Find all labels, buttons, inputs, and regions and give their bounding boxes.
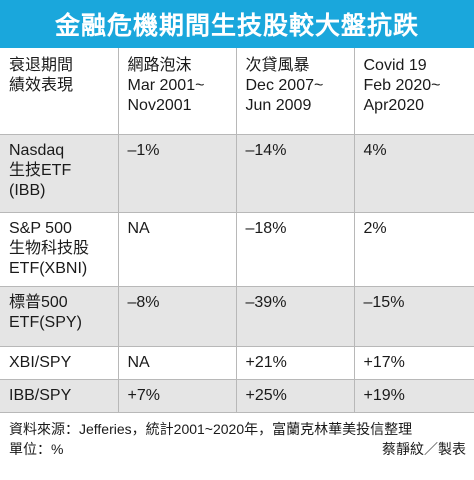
row-label: Nasdaq 生技ETF (IBB) — [0, 134, 118, 213]
value-cell: 4% — [353, 134, 474, 213]
value-cell: +25% — [235, 379, 354, 413]
row-label-line: ETF(XBNI) — [9, 259, 88, 277]
header-line: 衰退期間 — [9, 57, 74, 74]
header-cell-subprime: 次貸風暴 Dec 2007~ Jun 2009 — [235, 48, 354, 135]
header-line: 次貸風暴 — [245, 57, 310, 74]
value-cell: –1% — [117, 134, 236, 213]
value-cell: +7% — [117, 379, 236, 413]
value-cell: +17% — [353, 346, 474, 380]
header-line: 績效表現 — [9, 77, 74, 94]
row-label-line: ETF(SPY) — [9, 313, 82, 331]
author-credit: 蔡靜紋／製表 — [382, 440, 466, 457]
row-label-line: XBI/SPY — [9, 353, 72, 371]
value-cell: –8% — [117, 286, 236, 347]
row-label-line: 標普500 — [9, 293, 68, 311]
value-cell: +21% — [235, 346, 354, 380]
row-label-line: 生技ETF — [9, 161, 72, 179]
row-label-line: S&P 500 — [9, 219, 72, 237]
row-label: S&P 500 生物科技股 ETF(XBNI) — [0, 212, 118, 287]
value-cell: –39% — [235, 286, 354, 347]
header-line: Feb 2020~ — [363, 77, 441, 94]
header-line: Dec 2007~ — [245, 77, 324, 94]
performance-table: 衰退期間 績效表現 網路泡沫 Mar 2001~ Nov2001 次貸風暴 De… — [0, 48, 474, 413]
row-label: IBB/SPY — [0, 379, 118, 413]
row-label-line: 生物科技股 — [9, 239, 90, 257]
row-label-line: (IBB) — [9, 181, 46, 199]
value-cell: NA — [117, 212, 236, 287]
source-note: 資料來源：Jefferies，統計2001~2020年，富蘭克林華美投信整理 — [9, 420, 413, 437]
header-line: Nov2001 — [127, 97, 192, 114]
value-cell: +19% — [353, 379, 474, 413]
row-label-line: Nasdaq — [9, 141, 65, 159]
header-cell-dotcom: 網路泡沫 Mar 2001~ Nov2001 — [117, 48, 236, 135]
header-cell-period: 衰退期間 績效表現 — [0, 48, 118, 135]
unit-note: 單位：% — [9, 440, 64, 457]
header-line: Mar 2001~ — [127, 77, 205, 94]
value-cell: –14% — [235, 134, 354, 213]
header-line: Jun 2009 — [245, 97, 312, 114]
value-cell: 2% — [353, 212, 474, 287]
infographic-title: 金融危機期間生技股較大盤抗跌 — [0, 0, 474, 48]
table-row: Nasdaq 生技ETF (IBB) –1% –14% 4% — [0, 134, 474, 213]
value-cell: NA — [117, 346, 236, 380]
value-cell: –18% — [235, 212, 354, 287]
header-line: Apr2020 — [363, 97, 425, 114]
row-label-line: IBB/SPY — [9, 386, 72, 404]
footer: 資料來源：Jefferies，統計2001~2020年，富蘭克林華美投信整理 單… — [0, 413, 474, 459]
row-label: 標普500 ETF(SPY) — [0, 286, 118, 347]
table-header-row: 衰退期間 績效表現 網路泡沫 Mar 2001~ Nov2001 次貸風暴 De… — [0, 48, 474, 135]
value-cell: –15% — [353, 286, 474, 347]
header-line: Covid 19 — [363, 57, 427, 74]
header-cell-covid: Covid 19 Feb 2020~ Apr2020 — [353, 48, 474, 135]
footer-row: 單位：% 蔡靜紋／製表 — [9, 439, 466, 459]
table-row: IBB/SPY +7% +25% +19% — [0, 379, 474, 413]
header-line: 網路泡沫 — [127, 57, 192, 74]
table-row: 標普500 ETF(SPY) –8% –39% –15% — [0, 286, 474, 347]
table-row: XBI/SPY NA +21% +17% — [0, 346, 474, 380]
table-row: S&P 500 生物科技股 ETF(XBNI) NA –18% 2% — [0, 212, 474, 287]
row-label: XBI/SPY — [0, 346, 118, 380]
